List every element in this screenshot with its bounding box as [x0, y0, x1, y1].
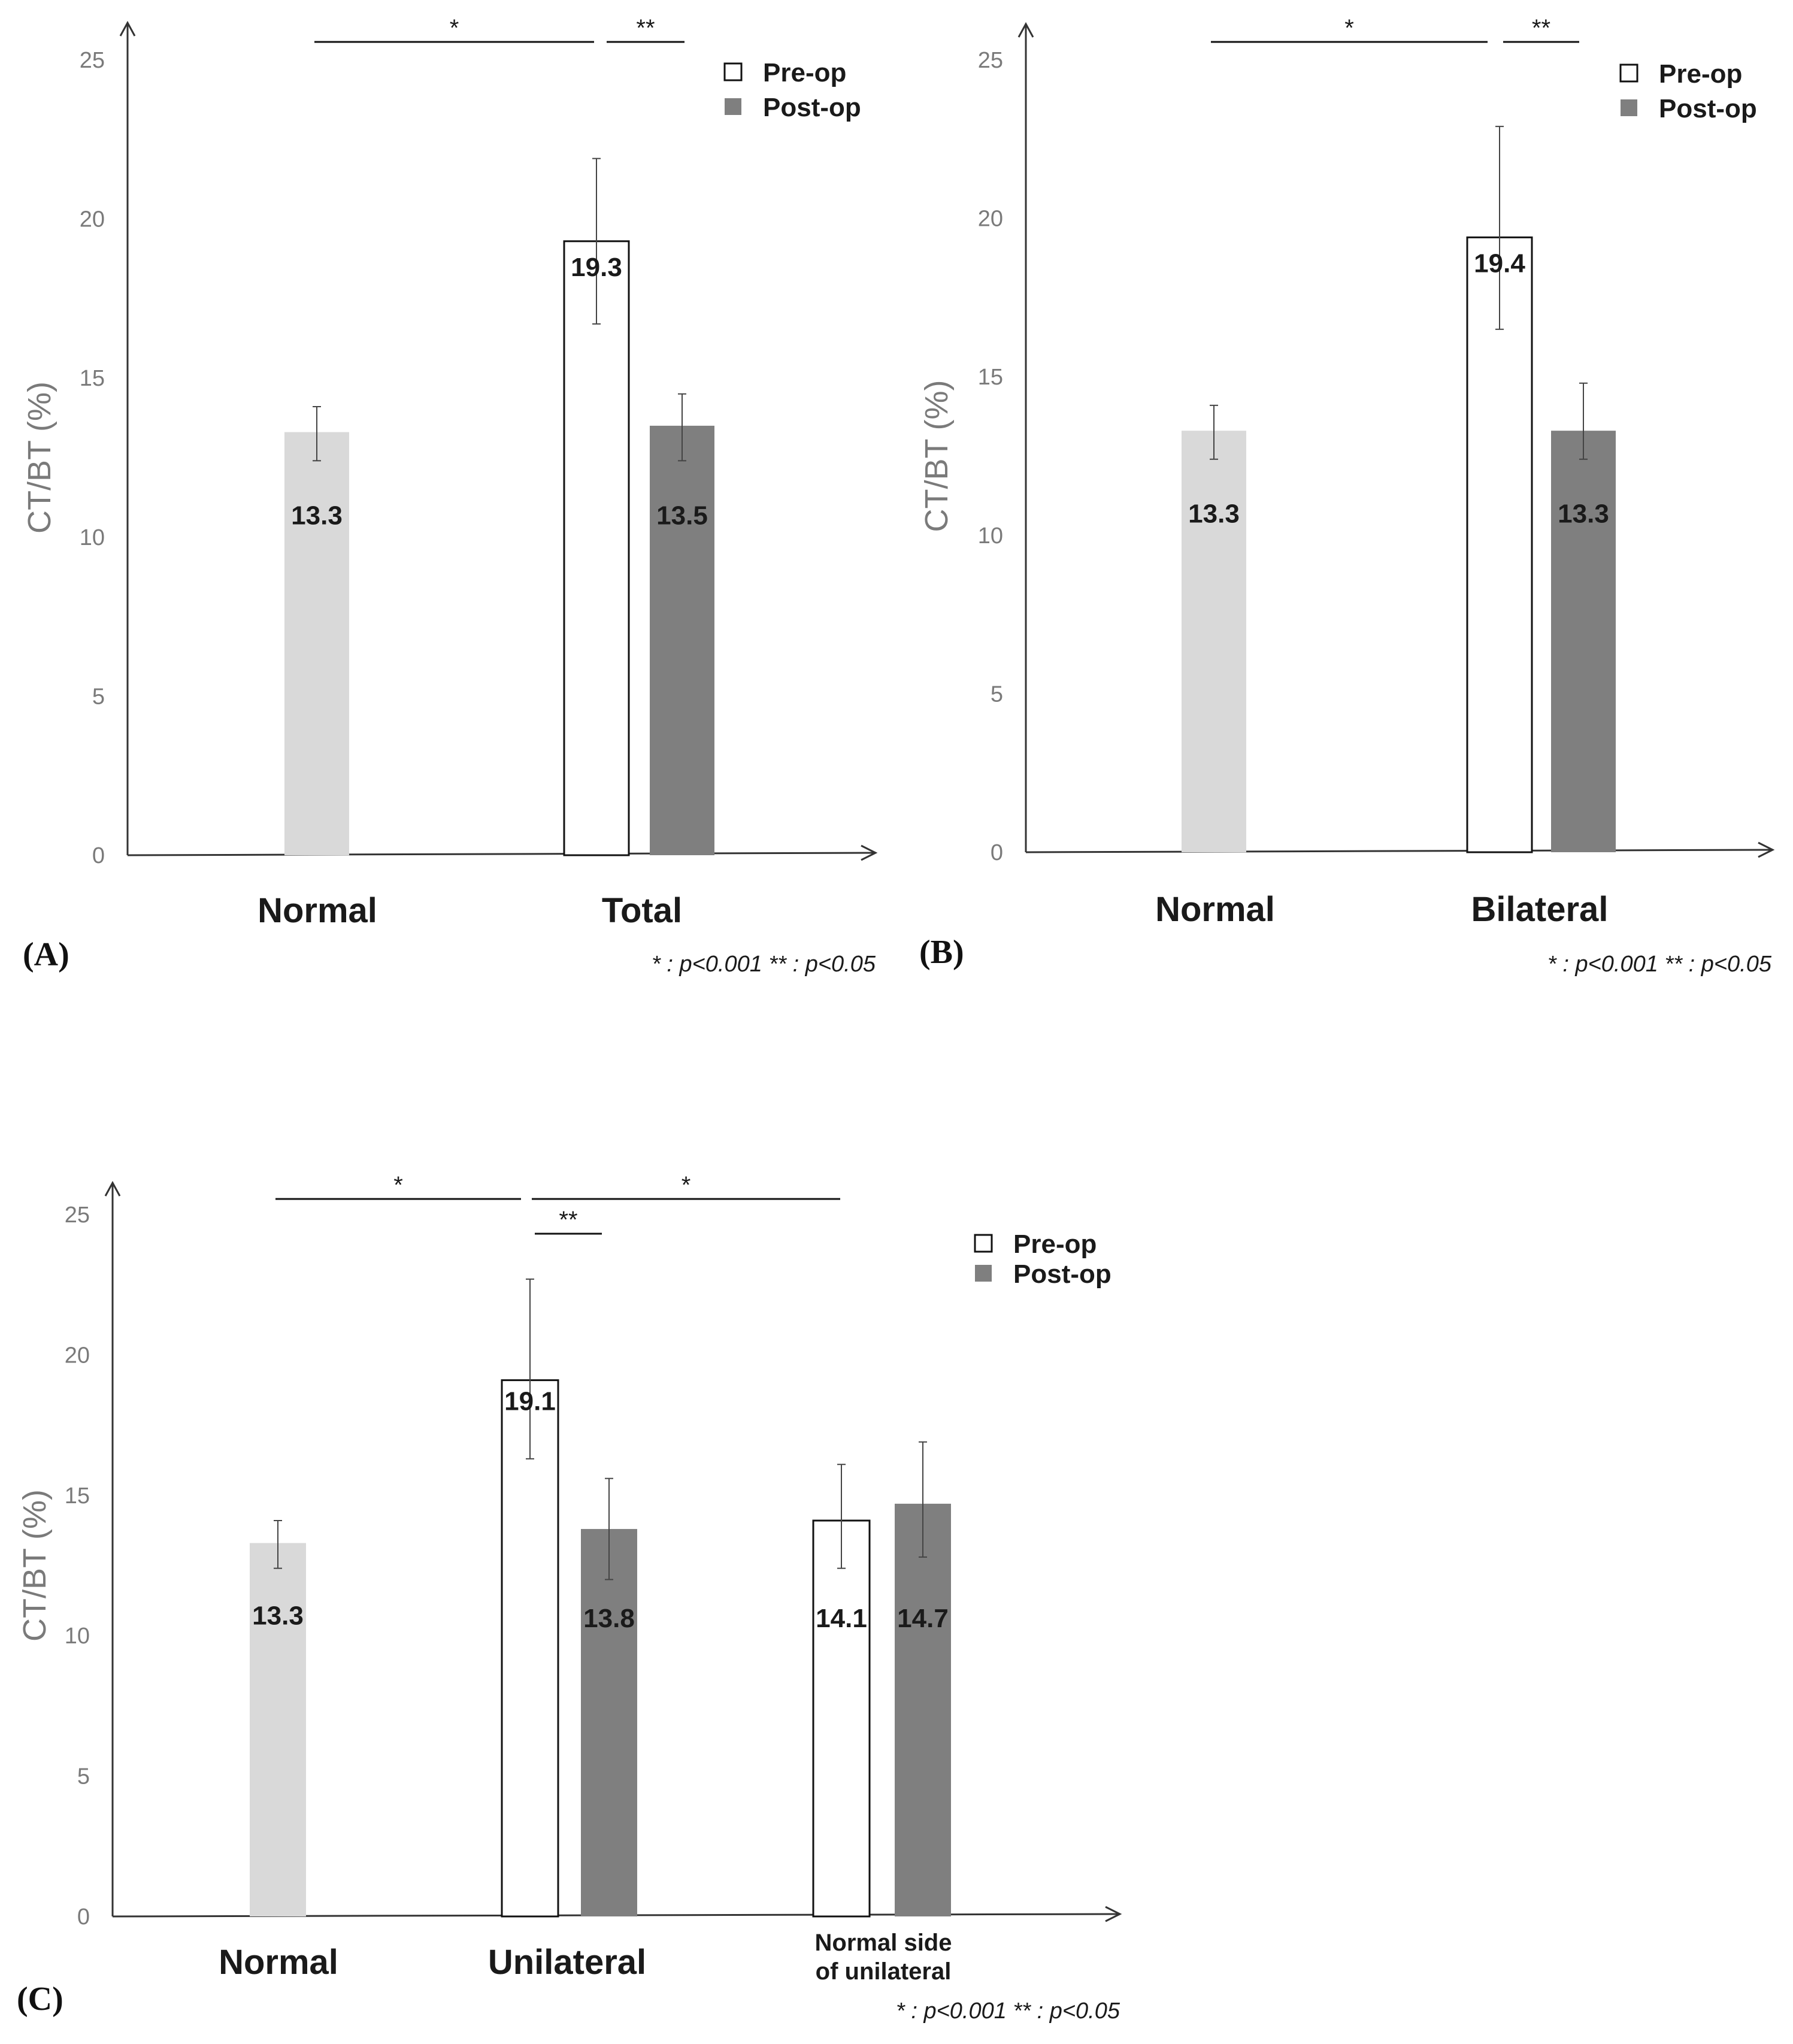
data-label: 19.1	[504, 1387, 556, 1416]
x-axis-line	[127, 852, 876, 856]
category-label: Normal	[219, 1943, 338, 1982]
y-axis-arrow-icon	[1017, 22, 1034, 38]
y-tick-label: 0	[991, 840, 1003, 865]
data-label: 19.3	[571, 253, 622, 282]
y-tick-label: 25	[65, 1203, 90, 1228]
filled-square-icon	[725, 98, 741, 115]
significance-marker: *	[450, 15, 459, 41]
y-tick-label: 5	[991, 682, 1003, 707]
chart-panel-1: 0 5 10 15 20 25 CT/BT (%) 13.3 19.3 13.5 Normal Tot…	[22, 15, 878, 977]
y-tick-label: 0	[92, 843, 105, 868]
y-axis-label: CT/BT (%)	[22, 381, 57, 534]
data-label: 14.1	[816, 1604, 867, 1633]
y-axis-arrow-icon	[119, 20, 136, 37]
y-tick-label: 0	[77, 1904, 90, 1930]
y-tick-label: 15	[65, 1483, 90, 1509]
data-label: 19.4	[1474, 249, 1525, 278]
x-axis-arrow-icon	[1105, 1906, 1122, 1922]
bar-post-op	[581, 1529, 637, 1916]
category-label: Normal side of unilateral	[815, 1930, 952, 1985]
open-square-icon	[1619, 63, 1638, 83]
y-tick-label: 10	[978, 523, 1003, 549]
filled-square-icon	[975, 1265, 992, 1282]
bar-normal	[1182, 431, 1246, 852]
bar-post-op	[895, 1503, 951, 1916]
legend-label-pre-op: Pre-op	[763, 58, 846, 87]
x-axis-line	[1025, 849, 1773, 853]
bar-normal	[284, 432, 349, 855]
p-value-note: * : p<0.001 ** : p<0.05	[1547, 952, 1772, 977]
data-label: 13.3	[252, 1601, 304, 1630]
bar-pre-op	[812, 1519, 871, 1918]
x-axis-arrow-icon	[861, 844, 878, 861]
p-value-note: * : p<0.001 ** : p<0.05	[896, 1998, 1120, 2024]
significance-marker: *	[393, 1172, 403, 1198]
y-tick-label: 25	[978, 48, 1003, 73]
y-tick-label: 20	[80, 207, 105, 232]
y-tick-label: 20	[978, 207, 1003, 232]
panel-label: (B)	[919, 934, 964, 971]
p-value-note: * : p<0.001 ** : p<0.05	[652, 952, 876, 977]
y-tick-label: 25	[80, 48, 105, 73]
y-tick-label: 10	[80, 525, 105, 550]
panel-label: (A)	[23, 936, 69, 973]
x-axis-arrow-icon	[1758, 841, 1775, 858]
significance-marker: **	[559, 1207, 577, 1233]
filled-square-icon	[1621, 99, 1637, 116]
significance-marker: *	[1344, 15, 1354, 41]
y-axis-arrow-icon	[104, 1180, 121, 1197]
data-label: 13.8	[583, 1604, 635, 1633]
legend-label-pre-op: Pre-op	[1659, 59, 1742, 89]
bar-post-op	[1551, 431, 1616, 852]
chart-panel-3: 0 5 10 15 20 25 CT/BT (%) 13.3 19.1 13.8 14.1 14.7 N…	[17, 1172, 1122, 2024]
y-tick-label: 5	[77, 1764, 90, 1789]
significance-marker: **	[636, 15, 655, 41]
bar-pre-op	[563, 240, 630, 856]
open-square-icon	[723, 62, 743, 81]
legend-label-pre-op: Pre-op	[1013, 1230, 1097, 1259]
panel-label: (C)	[17, 1981, 63, 2018]
data-label: 14.7	[897, 1604, 949, 1633]
legend-label-post-op: Post-op	[1013, 1259, 1111, 1289]
category-label: Unilateral	[488, 1943, 646, 1982]
bar-normal	[250, 1543, 306, 1916]
category-label: Normal	[258, 891, 377, 930]
legend-label-post-op: Post-op	[763, 93, 861, 122]
y-tick-label: 15	[80, 366, 105, 391]
significance-marker: *	[682, 1172, 691, 1198]
data-label: 13.3	[291, 501, 343, 531]
significance-marker: **	[1532, 15, 1550, 41]
y-tick-label: 15	[978, 365, 1003, 390]
bar-pre-op	[501, 1379, 559, 1918]
y-axis-label: CT/BT (%)	[919, 380, 955, 532]
open-square-icon	[974, 1234, 993, 1253]
bar-post-op	[650, 425, 714, 855]
data-label: 13.5	[656, 501, 708, 531]
category-label: Normal	[1155, 890, 1275, 929]
legend-label-post-op: Post-op	[1659, 94, 1757, 123]
data-label: 13.3	[1558, 499, 1609, 529]
bar-pre-op	[1466, 236, 1533, 853]
chart-panel-2: 0 5 10 15 20 25 CT/BT (%) 13.3 19.4 13.3 Normal Bil…	[919, 15, 1775, 977]
data-label: 13.3	[1188, 499, 1240, 529]
y-axis-label: CT/BT (%)	[17, 1489, 53, 1642]
y-tick-label: 20	[65, 1343, 90, 1368]
category-label: Bilateral	[1471, 890, 1609, 929]
y-tick-label: 10	[65, 1624, 90, 1649]
category-label: Total	[602, 891, 682, 930]
y-tick-label: 5	[92, 684, 105, 709]
